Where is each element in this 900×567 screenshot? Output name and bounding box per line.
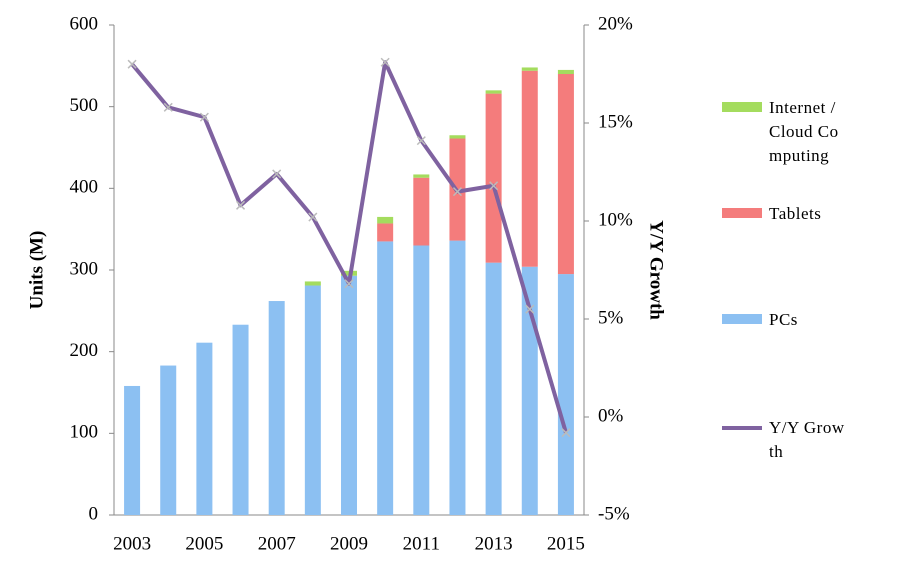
growth-marker [489, 181, 499, 191]
y2-tick-label: 10% [598, 209, 633, 230]
growth-marker [416, 136, 426, 146]
bar-segment [124, 385, 141, 515]
growth-marker [272, 169, 282, 179]
legend-swatch [722, 314, 762, 324]
x-tick-label: 2011 [403, 533, 440, 554]
growth-marker [344, 279, 354, 289]
bar-segment [160, 365, 177, 515]
bar-segment [557, 274, 574, 515]
bar-segment [449, 240, 466, 515]
legend-label: PCs [769, 310, 798, 329]
y-axis-title: Units (M) [26, 231, 47, 310]
y-tick-label: 300 [70, 258, 99, 279]
bar-segment [413, 174, 430, 178]
legend-label: Tablets [769, 204, 822, 223]
bar-segment [232, 324, 249, 515]
bar-segment [377, 223, 394, 242]
bar-segment [485, 90, 502, 94]
bar-segment [557, 74, 574, 275]
y-tick-label: 500 [70, 95, 99, 116]
growth-marker [452, 187, 462, 197]
y2-tick-label: 5% [598, 307, 624, 328]
y2-tick-label: 15% [598, 111, 633, 132]
growth-marker [127, 59, 137, 69]
y2-tick-label: 20% [598, 13, 633, 34]
growth-marker [199, 112, 209, 122]
bar-segment [557, 69, 574, 74]
growth-marker [308, 212, 318, 222]
y-tick-label: 400 [70, 177, 99, 198]
bar-segment [413, 245, 430, 515]
bar-segment [449, 135, 466, 139]
y-tick-label: 100 [70, 422, 99, 443]
x-tick-label: 2015 [547, 533, 585, 554]
y-tick-label: 0 [89, 503, 99, 524]
growth-marker [163, 102, 173, 112]
legend-swatch [722, 426, 762, 430]
growth-marker [525, 304, 535, 314]
bar-segment [377, 216, 394, 224]
bar-segment [196, 342, 213, 515]
y-tick-label: 600 [70, 13, 99, 34]
y2-tick-label: -5% [598, 503, 630, 524]
bar-segment [304, 281, 321, 286]
bar-segment [377, 241, 394, 515]
x-tick-label: 2013 [475, 533, 513, 554]
x-tick-label: 2009 [330, 533, 368, 554]
y2-axis-title: Y/Y Growth [646, 220, 667, 320]
bar-segment [268, 301, 285, 515]
bar-segment [304, 285, 321, 515]
x-tick-label: 2005 [185, 533, 223, 554]
x-tick-label: 2007 [258, 533, 296, 554]
bar-segment [413, 177, 430, 246]
growth-marker [561, 428, 571, 438]
bar-segment [485, 262, 502, 515]
bar-segment [341, 275, 357, 515]
growth-marker [236, 200, 246, 210]
y2-tick-label: 0% [598, 405, 624, 426]
legend-swatch [722, 208, 762, 218]
bar-segment [485, 93, 502, 263]
legend-label: Y/Y Growth [769, 418, 845, 461]
legend-swatch [722, 102, 762, 112]
growth-marker [380, 57, 390, 67]
bar-segment [521, 70, 538, 267]
bar-segment [521, 67, 538, 71]
x-tick-label: 2003 [113, 533, 151, 554]
y-tick-label: 200 [70, 340, 99, 361]
legend-label: Internet /Cloud Computing [769, 98, 839, 165]
